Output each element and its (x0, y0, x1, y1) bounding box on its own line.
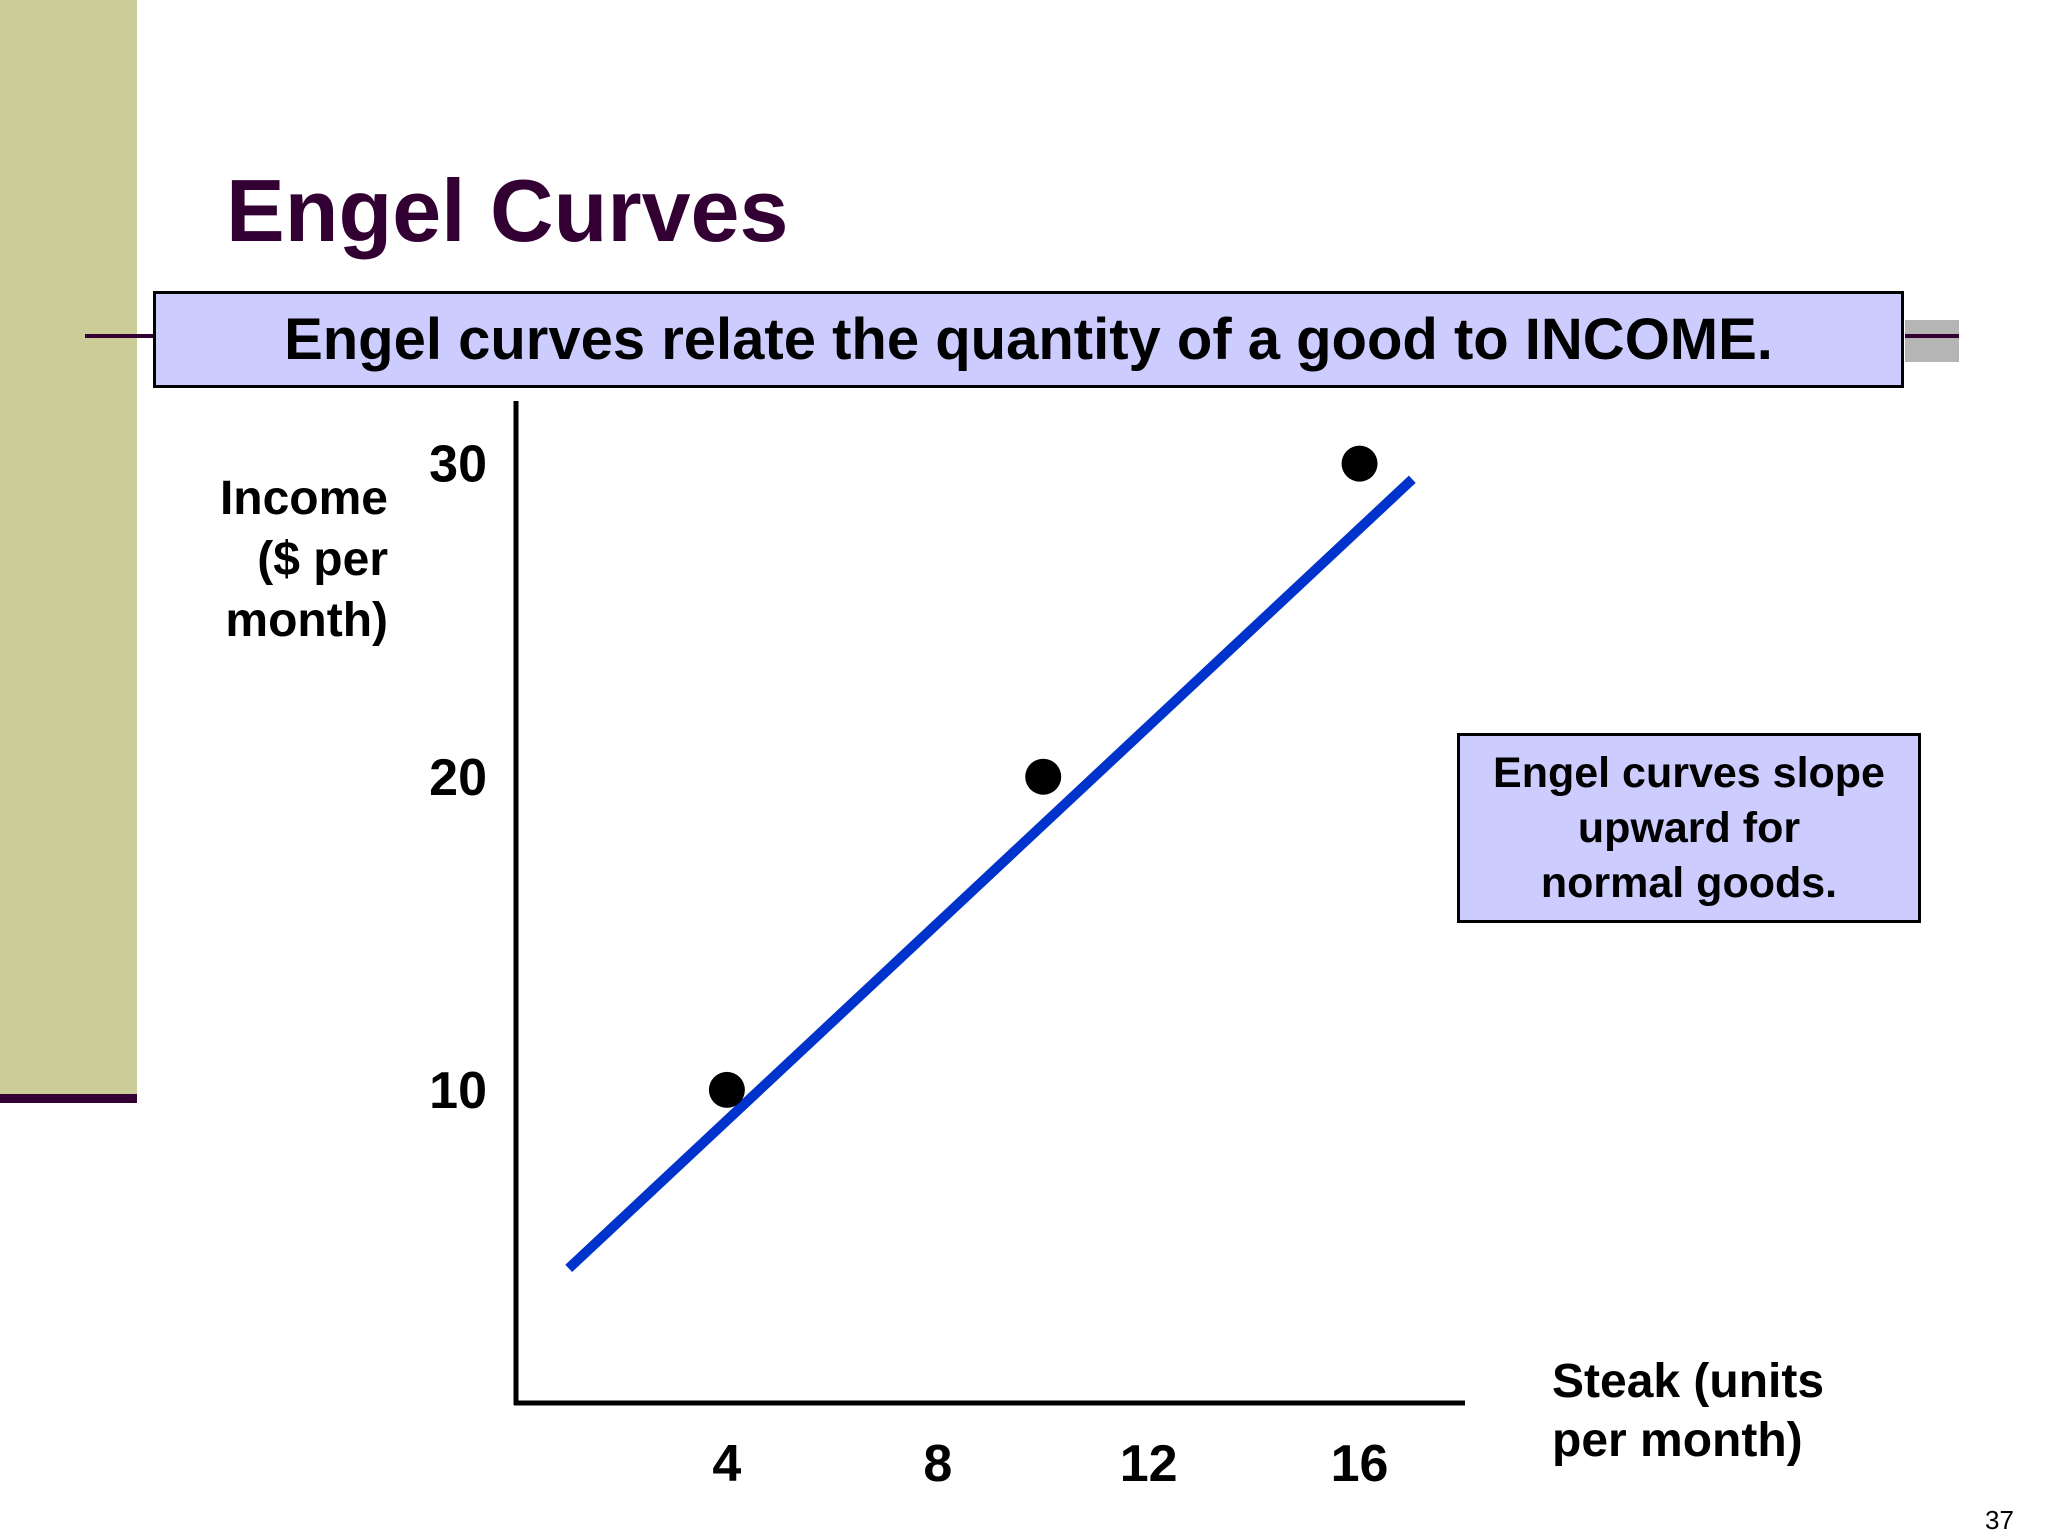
y-tick-label: 20 (429, 749, 487, 807)
title-rule-left (85, 334, 155, 338)
chart-series (565, 445, 1416, 1273)
x-tick-label: 12 (1120, 1435, 1178, 1493)
chart-tick-labels: 4 8 12 16 10 20 30 (429, 436, 1388, 1493)
chart-axes (513, 401, 1465, 1406)
y-axis-label-line: ($ per (257, 533, 388, 586)
x-axis-label-line: Steak (units (1552, 1355, 1824, 1408)
engel-curve-point (1025, 758, 1062, 795)
y-axis-label: Income ($ per month) (220, 472, 388, 647)
engel-curve-point (708, 1071, 745, 1108)
title-rule-right-shade (1905, 320, 1959, 362)
slide-title: Engel Curves (226, 161, 789, 260)
y-axis-label-line: Income (220, 472, 388, 525)
y-tick-label: 30 (429, 436, 487, 494)
engel-curve-point (1341, 445, 1378, 482)
chart-axis-labels: Income ($ per month) Steak (units per month) (220, 472, 1824, 1467)
engel-curve-line (565, 475, 1416, 1273)
definition-banner: Engel curves relate the quantity of a go… (153, 291, 1904, 388)
x-tick-label: 16 (1331, 1435, 1389, 1493)
x-tick-label: 8 (923, 1435, 952, 1493)
left-decor-bar (0, 0, 137, 1094)
x-tick-label: 4 (712, 1435, 741, 1493)
normal-goods-note: Engel curves slope upward for normal goo… (1457, 733, 1921, 923)
y-tick-label: 10 (429, 1062, 487, 1120)
page-number: 37 (1985, 1505, 2014, 1535)
left-decor-bar-underline (0, 1094, 137, 1103)
x-axis-label-line: per month) (1552, 1414, 1803, 1467)
y-axis-label-line: month) (225, 594, 388, 647)
x-axis-label: Steak (units per month) (1552, 1355, 1824, 1467)
title-rule-right (1905, 334, 1959, 338)
